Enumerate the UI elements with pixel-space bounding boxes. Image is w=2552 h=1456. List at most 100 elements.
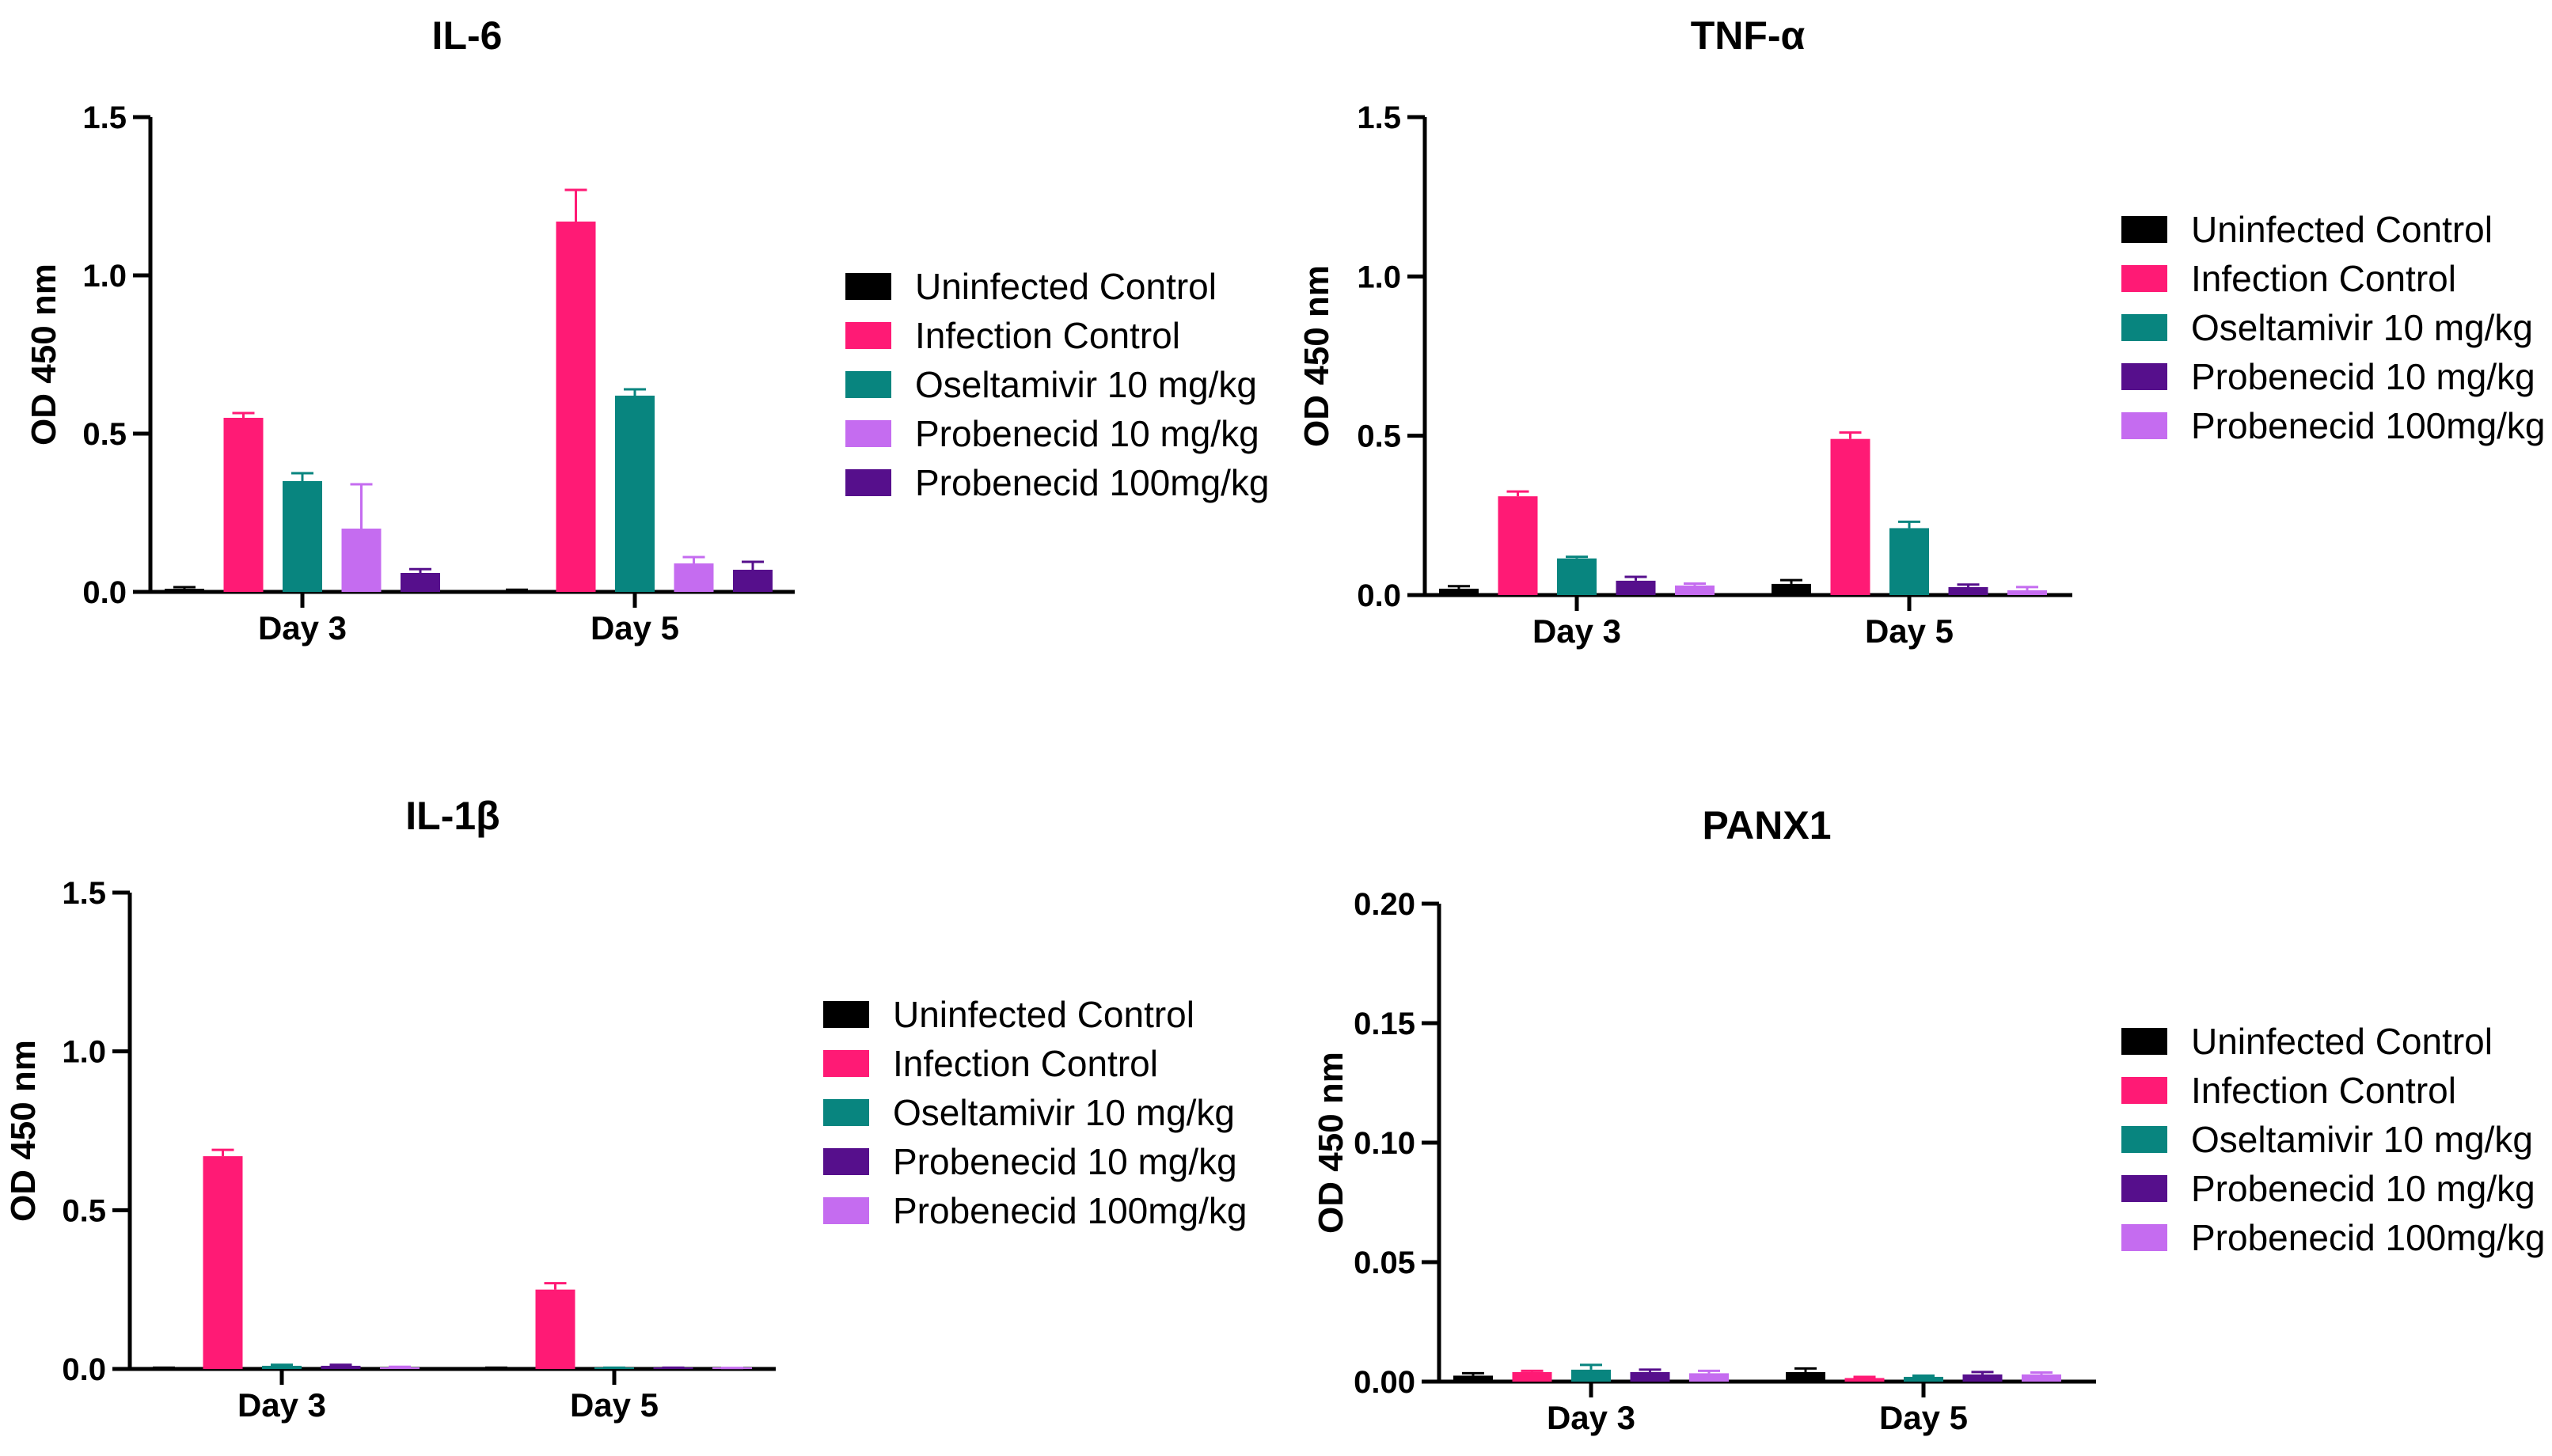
y-axis-label: OD 450 nm	[4, 1040, 43, 1222]
bar	[401, 573, 440, 592]
x-tick-label: Day 5	[1879, 1399, 1968, 1436]
legend-label: Probenecid 10 mg/kg	[893, 1141, 1237, 1182]
legend-swatch	[2121, 216, 2167, 243]
legend-label: Probenecid 100mg/kg	[893, 1190, 1248, 1231]
x-tick-label: Day 3	[1547, 1399, 1635, 1436]
x-tick-label: Day 5	[591, 609, 679, 646]
chart-legend: Uninfected Control Infection Control Oselt…	[2121, 1021, 2546, 1258]
bar	[1557, 558, 1597, 595]
bar	[556, 222, 596, 592]
legend-swatch	[2121, 1224, 2167, 1251]
bar	[321, 1365, 361, 1369]
bar	[1772, 583, 1811, 595]
y-tick-label: 0.10	[1354, 1126, 1415, 1161]
legend-swatch	[845, 322, 891, 349]
legend-swatch	[2121, 265, 2167, 292]
bar	[1571, 1369, 1611, 1382]
y-tick-label: 1.0	[1357, 260, 1401, 294]
bar	[1675, 585, 1715, 595]
y-axis-label: OD 450 nm	[1312, 1052, 1350, 1234]
bar	[1948, 586, 1988, 595]
legend-swatch	[2121, 1077, 2167, 1104]
y-tick-label: 1.5	[82, 100, 127, 135]
legend-swatch	[2121, 1175, 2167, 1202]
y-tick-label: 0.20	[1354, 887, 1415, 922]
legend-swatch	[845, 273, 891, 300]
chart-title: IL-1β	[405, 794, 499, 838]
y-tick-label: 0.5	[62, 1193, 106, 1228]
chart-title: IL-6	[432, 13, 503, 58]
y-tick-label: 1.0	[82, 259, 127, 294]
legend-label: Probenecid 10 mg/kg	[2191, 356, 2535, 397]
bar	[1498, 496, 1538, 595]
y-tick-label: 0.0	[62, 1352, 106, 1387]
legend-swatch	[845, 469, 891, 496]
bar	[283, 481, 322, 592]
y-axis-label: OD 450 nm	[1297, 265, 1336, 447]
bar	[380, 1367, 420, 1369]
legend-label: Infection Control	[2191, 258, 2456, 299]
bar	[165, 589, 204, 592]
bar	[535, 1289, 575, 1369]
bar	[1962, 1374, 2003, 1382]
legend-swatch	[2121, 363, 2167, 390]
legend-label: Oseltamivir 10 mg/kg	[2191, 307, 2533, 348]
bar	[1616, 580, 1656, 595]
bar	[1889, 528, 1929, 595]
bar	[1786, 1371, 1825, 1382]
legend-swatch	[2121, 412, 2167, 439]
chart-title: TNF-α	[1691, 13, 1806, 58]
y-tick-label: 1.5	[1357, 100, 1401, 135]
legend-swatch	[823, 1148, 869, 1175]
x-tick-label: Day 5	[570, 1386, 659, 1424]
legend-swatch	[823, 1099, 869, 1126]
legend-label: Oseltamivir 10 mg/kg	[2191, 1119, 2533, 1160]
bar	[1904, 1376, 1943, 1382]
y-tick-label: 1.0	[62, 1035, 106, 1070]
legend-label: Uninfected Control	[2191, 209, 2493, 250]
y-axis-label: OD 450 nm	[25, 264, 63, 446]
chart-panel-2: TNF-α OD 450 nm 0.0 0.5 1.0 1.5 Day 3 Day 5 Unin…	[1297, 13, 2546, 650]
y-tick-label: 0.00	[1354, 1365, 1415, 1400]
legend-label: Uninfected Control	[893, 994, 1194, 1035]
bar	[203, 1156, 243, 1369]
y-tick-label: 0.15	[1354, 1007, 1415, 1041]
bar	[733, 570, 773, 592]
chart-legend: Uninfected Control Infection Control Oselt…	[2121, 209, 2546, 446]
bar	[262, 1365, 302, 1369]
legend-label: Uninfected Control	[915, 266, 1217, 307]
x-tick-label: Day 3	[258, 609, 347, 646]
legend-swatch	[2121, 1028, 2167, 1055]
x-tick-label: Day 3	[1532, 612, 1621, 650]
bar	[1439, 588, 1479, 595]
chart-legend: Uninfected Control Infection Control Oselt…	[845, 266, 1270, 503]
y-tick-label: 0.5	[82, 417, 127, 452]
legend-label: Infection Control	[915, 315, 1180, 356]
legend-swatch	[2121, 314, 2167, 341]
y-tick-label: 0.05	[1354, 1246, 1415, 1280]
legend-swatch	[823, 1197, 869, 1224]
y-tick-label: 0.0	[1357, 578, 1401, 613]
legend-label: Oseltamivir 10 mg/kg	[915, 364, 1257, 405]
legend-label: Oseltamivir 10 mg/kg	[893, 1092, 1235, 1133]
bar	[615, 396, 655, 592]
legend-swatch	[845, 420, 891, 447]
legend-swatch	[823, 1050, 869, 1077]
bar	[2007, 590, 2047, 595]
chart-legend: Uninfected Control Infection Control Oselt…	[823, 994, 1248, 1231]
bar	[1453, 1375, 1493, 1382]
legend-label: Infection Control	[2191, 1070, 2456, 1111]
bar	[497, 590, 537, 592]
legend-swatch	[2121, 1126, 2167, 1153]
y-tick-label: 0.0	[82, 575, 127, 610]
chart-panel-3: IL-1β OD 450 nm 0.0 0.5 1.0 1.5 Day 3 Day 5 Unin…	[4, 794, 1248, 1424]
legend-label: Infection Control	[893, 1043, 1158, 1084]
bar	[341, 529, 382, 592]
x-tick-label: Day 5	[1865, 612, 1954, 650]
chart-panel-4: PANX1 OD 450 nm 0.00 0.05 0.10 0.15 0.20 Day 3 D…	[1312, 803, 2546, 1436]
legend-swatch	[823, 1001, 869, 1028]
bar	[674, 563, 714, 592]
x-tick-label: Day 3	[237, 1386, 326, 1424]
legend-label: Probenecid 10 mg/kg	[2191, 1168, 2535, 1209]
